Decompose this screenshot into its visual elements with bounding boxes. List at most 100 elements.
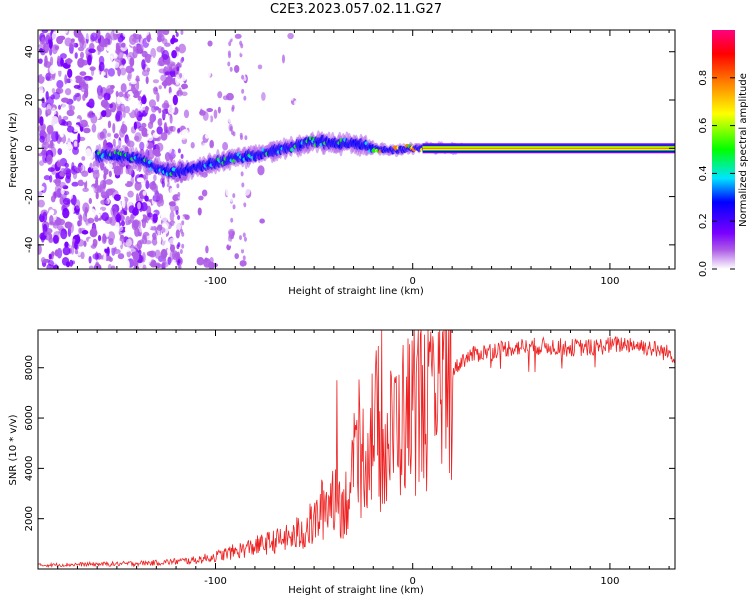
spectrogram-noise-blob (112, 123, 116, 134)
spectrogram-noise-blob (180, 143, 188, 155)
spectrogram-x-tick-label: 100 (600, 276, 619, 287)
spectrogram-noise-blob (51, 131, 59, 142)
snr-y-tick-label: 2000 (24, 506, 35, 531)
spectrogram-noise-blob (173, 221, 181, 232)
spectrogram-noise-blob (133, 121, 138, 131)
spectrogram-streak-blob (229, 126, 233, 132)
spectrogram-noise-blob (169, 201, 176, 212)
spectrogram-noise-blob (118, 79, 123, 85)
spectrogram-noise-blob (120, 67, 127, 76)
spectrogram-noise-blob (128, 133, 133, 138)
spectrogram-noise-blob (120, 42, 126, 48)
spectrogram-noise-blob (190, 142, 195, 149)
spectrogram-noise-blob (73, 94, 77, 102)
spectrogram-noise-blob (120, 234, 124, 239)
spectrogram-noise-blob (209, 189, 217, 197)
spectrogram-streak-blob (229, 66, 233, 72)
spectrogram-streak-blob (231, 255, 235, 261)
spectrogram-noise-blob (206, 107, 214, 113)
spectrogram-noise-blob (175, 47, 181, 52)
spectrogram-noise-blob (150, 47, 157, 59)
spectrogram-noise-blob (59, 196, 65, 205)
spectrogram-noise-blob (234, 253, 239, 260)
spectrogram-noise-blob (121, 199, 126, 209)
spectrogram-carrier-line (422, 147, 675, 149)
spectrogram-noise-blob (115, 90, 119, 98)
spectrogram-noise-blob (136, 177, 145, 183)
spectrogram-streak-blob (240, 190, 244, 196)
spectrogram-noise-blob (50, 94, 55, 100)
spectrogram-noise-blob (57, 148, 63, 156)
spectrogram-streak-blob (232, 193, 236, 199)
spectrogram-noise-blob (99, 179, 107, 189)
spectrogram-streak-blob (243, 265, 247, 269)
spectrogram-noise-blob (72, 118, 81, 123)
spectrogram-streak-blob (231, 32, 235, 38)
spectrogram-noise-blob (42, 211, 48, 223)
spectrogram-noise-blob (38, 43, 47, 49)
spectrogram-streak-blob (295, 72, 299, 78)
spectrogram-noise-blob (43, 175, 51, 181)
spectrogram-streak-blob (227, 136, 231, 142)
spectrogram-noise-blob (217, 214, 221, 222)
spectrogram-noise-blob (82, 211, 88, 223)
spectrogram-noise-blob (209, 147, 214, 153)
spectrogram-noise-blob (103, 252, 107, 264)
spectrogram-noise-blob (214, 45, 222, 56)
spectrogram-noise-blob (57, 55, 61, 62)
spectrogram-noise-blob (101, 212, 109, 222)
spectrogram-noise-blob (149, 181, 157, 190)
spectrogram-noise-blob (113, 165, 122, 176)
spectrogram-streak-blob (180, 30, 184, 36)
spectrogram-noise-blob (64, 74, 68, 85)
spectrogram-noise-blob (90, 132, 96, 142)
spectrogram-noise-blob (103, 38, 108, 48)
spectrogram-noise-blob (100, 99, 109, 108)
spectrogram-noise-blob (270, 58, 274, 69)
spectrogram-noise-blob (160, 132, 168, 141)
spectrogram-noise-blob (95, 251, 99, 261)
spectrogram-streak-blob (240, 107, 244, 113)
spectrogram-noise-blob (101, 110, 107, 117)
spectrogram-noise-blob (68, 102, 72, 111)
spectrogram-noise-blob (199, 108, 203, 115)
spectrogram-noise-blob (61, 121, 69, 127)
snr-y-tick-label: 8000 (24, 355, 35, 380)
spectrogram-noise-blob (77, 46, 85, 52)
spectrogram-noise-blob (161, 238, 167, 250)
spectrogram-noise-blob (60, 30, 69, 34)
spectrogram-noise-blob (64, 241, 69, 248)
spectrogram-noise-blob (125, 65, 134, 74)
spectrogram-streak-blob (228, 41, 232, 47)
spectrogram-noise-blob (54, 184, 63, 195)
spectrogram-noise-blob (97, 234, 102, 242)
snr-x-tick-label: -100 (204, 576, 227, 587)
spectrogram-streak-blob (295, 63, 299, 69)
spectrogram-noise-blob (108, 238, 114, 246)
spectrogram-noise-blob (163, 121, 168, 131)
spectrogram-streak-blob (228, 117, 232, 123)
spectrogram-noise-blob (193, 83, 201, 88)
spectrogram-noise-blob (127, 140, 135, 148)
spectrogram-noise-blob (59, 141, 64, 149)
spectrogram-streak-blob (290, 256, 294, 262)
spectrogram-streak-blob (244, 135, 248, 141)
spectrogram-streak-blob (175, 210, 179, 216)
spectrogram-noise-blob (120, 103, 126, 112)
spectrogram-noise-blob (78, 227, 82, 234)
spectrogram-streak-blob (227, 61, 231, 67)
spectrogram-noise-blob (155, 193, 164, 201)
spectrogram-noise-blob (44, 55, 48, 67)
spectrogram-noise-blob (72, 146, 79, 155)
spectrogram-noise-blob (181, 248, 189, 255)
spectrogram-streak-blob (293, 244, 297, 250)
spectrogram-streak-blob (239, 235, 243, 241)
spectrogram-noise-blob (105, 179, 113, 185)
spectrogram-streak-blob (230, 247, 234, 253)
spectrogram-noise-blob (167, 61, 176, 67)
spectrogram-streak-blob (230, 234, 234, 240)
spectrogram-noise-blob (46, 108, 52, 116)
spectrogram-noise-blob (87, 217, 95, 224)
spectrogram-noise-blob (242, 186, 251, 196)
snr-y-tick-label: 6000 (24, 405, 35, 430)
